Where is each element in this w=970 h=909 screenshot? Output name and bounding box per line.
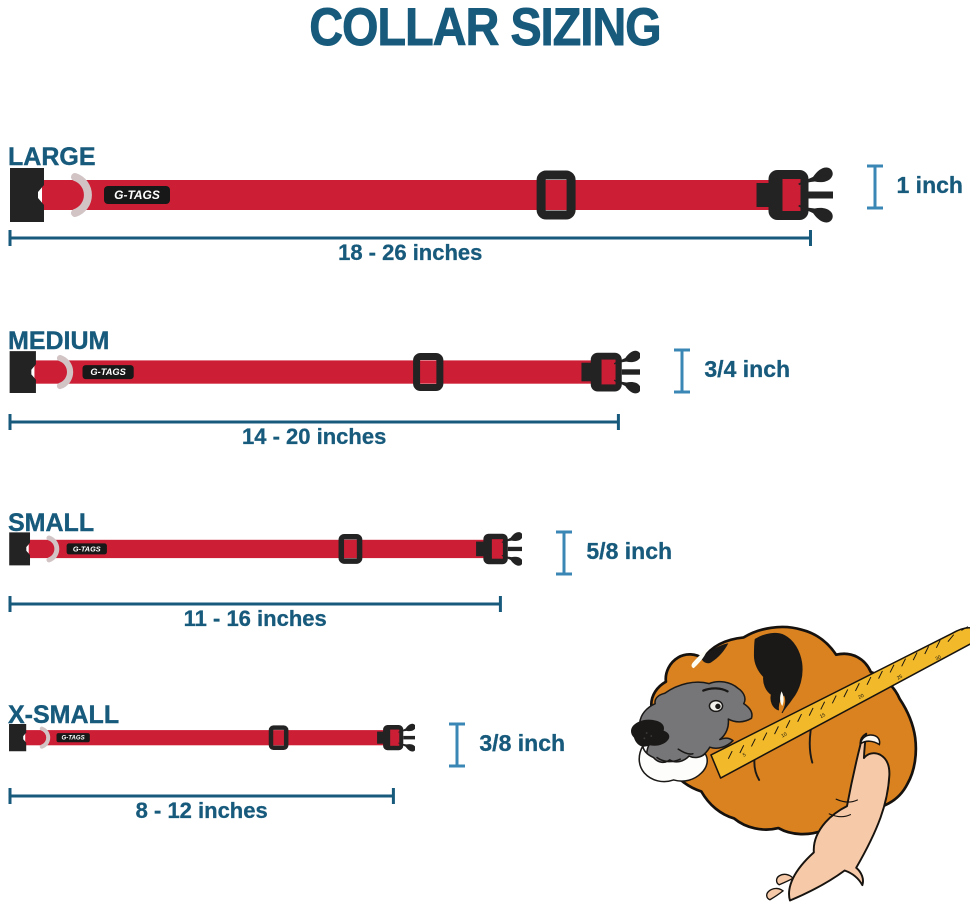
svg-text:G-TAGS: G-TAGS	[90, 367, 126, 377]
svg-text:G-TAGS: G-TAGS	[73, 544, 101, 553]
svg-text:G-TAGS: G-TAGS	[62, 735, 85, 742]
svg-text:G-TAGS: G-TAGS	[114, 188, 160, 202]
